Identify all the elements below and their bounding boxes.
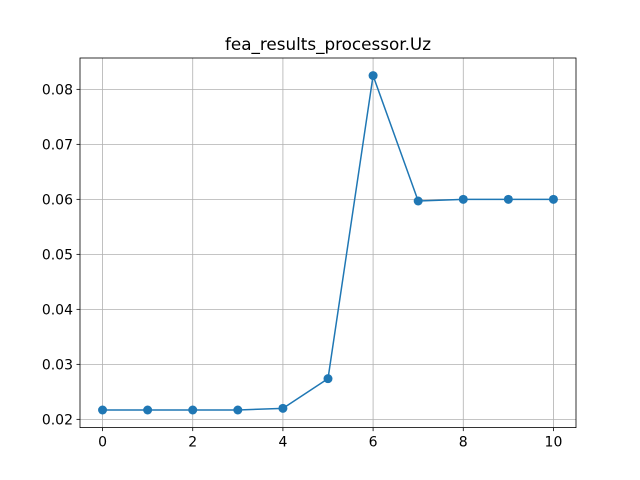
y-tick-label: 0.02 — [42, 412, 73, 428]
x-tick-label: 10 — [545, 435, 563, 451]
chart-title: fea_results_processor.Uz — [225, 34, 431, 55]
y-tick-label: 0.08 — [42, 82, 73, 98]
x-tick-label: 6 — [369, 435, 378, 451]
x-tick-label: 4 — [278, 435, 287, 451]
data-point — [233, 405, 243, 415]
data-point — [143, 405, 153, 415]
plot-frame — [79, 57, 577, 429]
axis-layer: 0 2 4 6 8 10 0.02 0.03 0.04 0.05 0.06 0.07 0.08 — [42, 82, 563, 450]
grid-layer — [80, 58, 576, 428]
series-line — [102, 74, 554, 411]
y-tick-label: 0.06 — [42, 192, 73, 208]
data-point — [368, 71, 378, 81]
data-point — [98, 405, 108, 415]
y-tick-label: 0.03 — [42, 357, 73, 373]
y-tick-label: 0.04 — [42, 302, 73, 318]
data-point — [323, 374, 333, 384]
x-tick-label: 2 — [188, 435, 197, 451]
x-tick-label: 0 — [98, 435, 107, 451]
data-point — [188, 405, 198, 415]
data-point — [413, 196, 423, 206]
y-tick-label: 0.05 — [42, 247, 73, 263]
data-point — [503, 194, 513, 204]
data-point — [548, 194, 558, 204]
data-point — [278, 403, 288, 413]
data-point — [458, 194, 468, 204]
y-tick-label: 0.07 — [42, 137, 73, 153]
series-layer — [98, 71, 558, 415]
x-tick-label: 8 — [459, 435, 468, 451]
